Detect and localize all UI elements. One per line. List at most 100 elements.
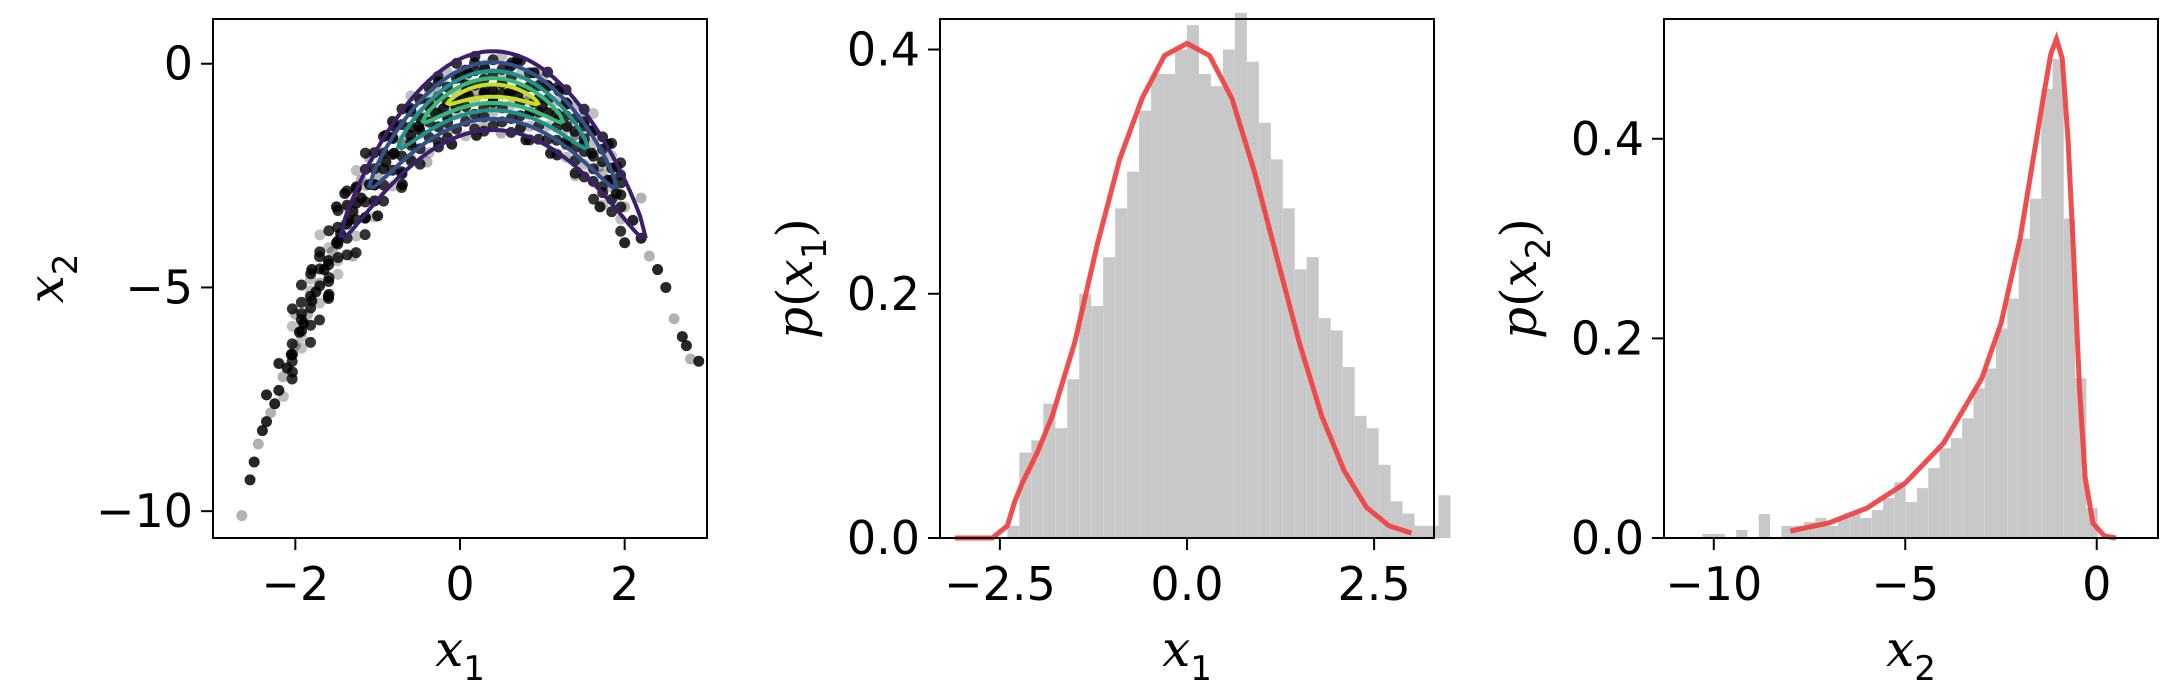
histogram-bar (1916, 488, 1929, 538)
y-tick-label: 0.2 (847, 267, 920, 321)
scatter-point (295, 296, 307, 308)
histogram-bar (2052, 58, 2064, 539)
scatter-point (594, 201, 606, 213)
scatter-point (685, 353, 697, 365)
y-axis-label-var: x (766, 259, 824, 287)
density-contours (338, 49, 648, 239)
scatter-point (236, 510, 248, 522)
histogram-bar (2075, 378, 2087, 538)
scatter-point (273, 384, 285, 396)
histogram-bar (1019, 452, 1032, 538)
scatter-point (350, 164, 362, 176)
scatter-point (341, 249, 353, 261)
y-axis-label-p: p (1490, 307, 1548, 339)
scatter-point (387, 148, 399, 160)
scatter-point (597, 199, 609, 211)
histogram-bars (1007, 12, 1451, 539)
scatter-point (296, 308, 308, 320)
histogram-bar (1294, 269, 1307, 538)
scatter-point (314, 229, 326, 241)
y-tick-label: 0.4 (1571, 112, 1644, 166)
x-tick-label: 0 (2082, 557, 2111, 611)
scatter-point (359, 229, 371, 241)
histogram-bar (1222, 49, 1235, 538)
y-axis-label-main: p(x (766, 259, 824, 339)
y-tick-label: 0.2 (1571, 311, 1644, 365)
scatter-point (323, 242, 335, 254)
scatter-point (286, 320, 298, 332)
y-axis-label-main: p(x (1490, 259, 1548, 339)
scatter-point (323, 259, 335, 271)
scatter-point (615, 189, 627, 201)
scatter-point (305, 268, 317, 280)
histogram-bar (1803, 522, 1816, 538)
scatter-point (304, 290, 316, 302)
scatter-point (341, 185, 353, 197)
scatter-point (615, 225, 627, 237)
y-tick-label: −5 (125, 260, 193, 314)
scatter-point (248, 456, 260, 468)
scatter-point (286, 303, 298, 315)
histogram-bar (2041, 88, 2053, 538)
histogram-bar (1210, 86, 1223, 538)
contour-line (444, 82, 542, 107)
histogram-bar (1871, 510, 1884, 538)
scatter-point (305, 302, 317, 314)
y-axis-label-paren: ( (1490, 287, 1548, 307)
scatter-point (332, 252, 344, 264)
scatter-point (305, 285, 317, 297)
histogram-bar (1758, 514, 1771, 538)
scatter-point (261, 416, 273, 428)
histogram-bar (1781, 526, 1793, 538)
scatter-point (314, 280, 326, 292)
histogram-bar (1984, 368, 1997, 538)
scatter-point (643, 250, 655, 262)
histogram-bar (1127, 171, 1140, 538)
histogram-bar (1860, 518, 1872, 538)
histogram-bar (2063, 218, 2076, 538)
y-axis-label: p(x1) (766, 218, 835, 339)
histogram-bar (1894, 482, 1906, 538)
y-axis-label-sub: 1 (795, 238, 835, 260)
scatter-point (359, 147, 371, 159)
scatter-point (323, 225, 335, 237)
histogram-bar (1067, 379, 1080, 538)
axes-frame (1663, 18, 2159, 539)
scatter-point (287, 349, 299, 361)
y-tick-label: 0.4 (847, 23, 920, 77)
scatter-point (256, 425, 268, 437)
histogram-bar (1414, 525, 1427, 538)
x-tick-label: −5 (1871, 557, 1939, 611)
scatter-point (350, 247, 362, 259)
scatter-point (304, 336, 316, 348)
histogram-bar (1390, 501, 1403, 538)
y-axis-label-var: x (1490, 259, 1548, 287)
x-axis-label-main: x (435, 620, 463, 678)
pdf-curve (1789, 31, 2117, 541)
histogram-bar (1007, 525, 1020, 538)
scatter-point (359, 180, 371, 192)
histogram-bar (1306, 257, 1319, 538)
scatter-point (305, 319, 317, 331)
y-tick-label: 0.0 (1571, 511, 1644, 565)
histogram-bar (1826, 526, 1838, 538)
scatter-point (660, 281, 672, 293)
y-tick-label: −10 (96, 484, 193, 538)
y-axis-label-sub: 2 (1519, 238, 1559, 260)
histogram-bar (2029, 198, 2042, 538)
histogram-bar (1792, 526, 1804, 538)
y-axis-label-sub: 2 (46, 254, 86, 276)
histogram-bar (1849, 514, 1861, 538)
scatter-point (314, 314, 326, 326)
scatter-point (619, 237, 631, 249)
y-axis-label: x2 (17, 254, 86, 304)
histogram-bar (1163, 73, 1176, 538)
histogram-bar (1055, 428, 1068, 538)
histogram-bar (2018, 238, 2030, 539)
x-axis-label: x2 (1886, 620, 1936, 689)
histogram-bar (1928, 468, 1940, 538)
histogram-bar (1031, 440, 1044, 538)
histogram-bar (1973, 388, 1985, 538)
